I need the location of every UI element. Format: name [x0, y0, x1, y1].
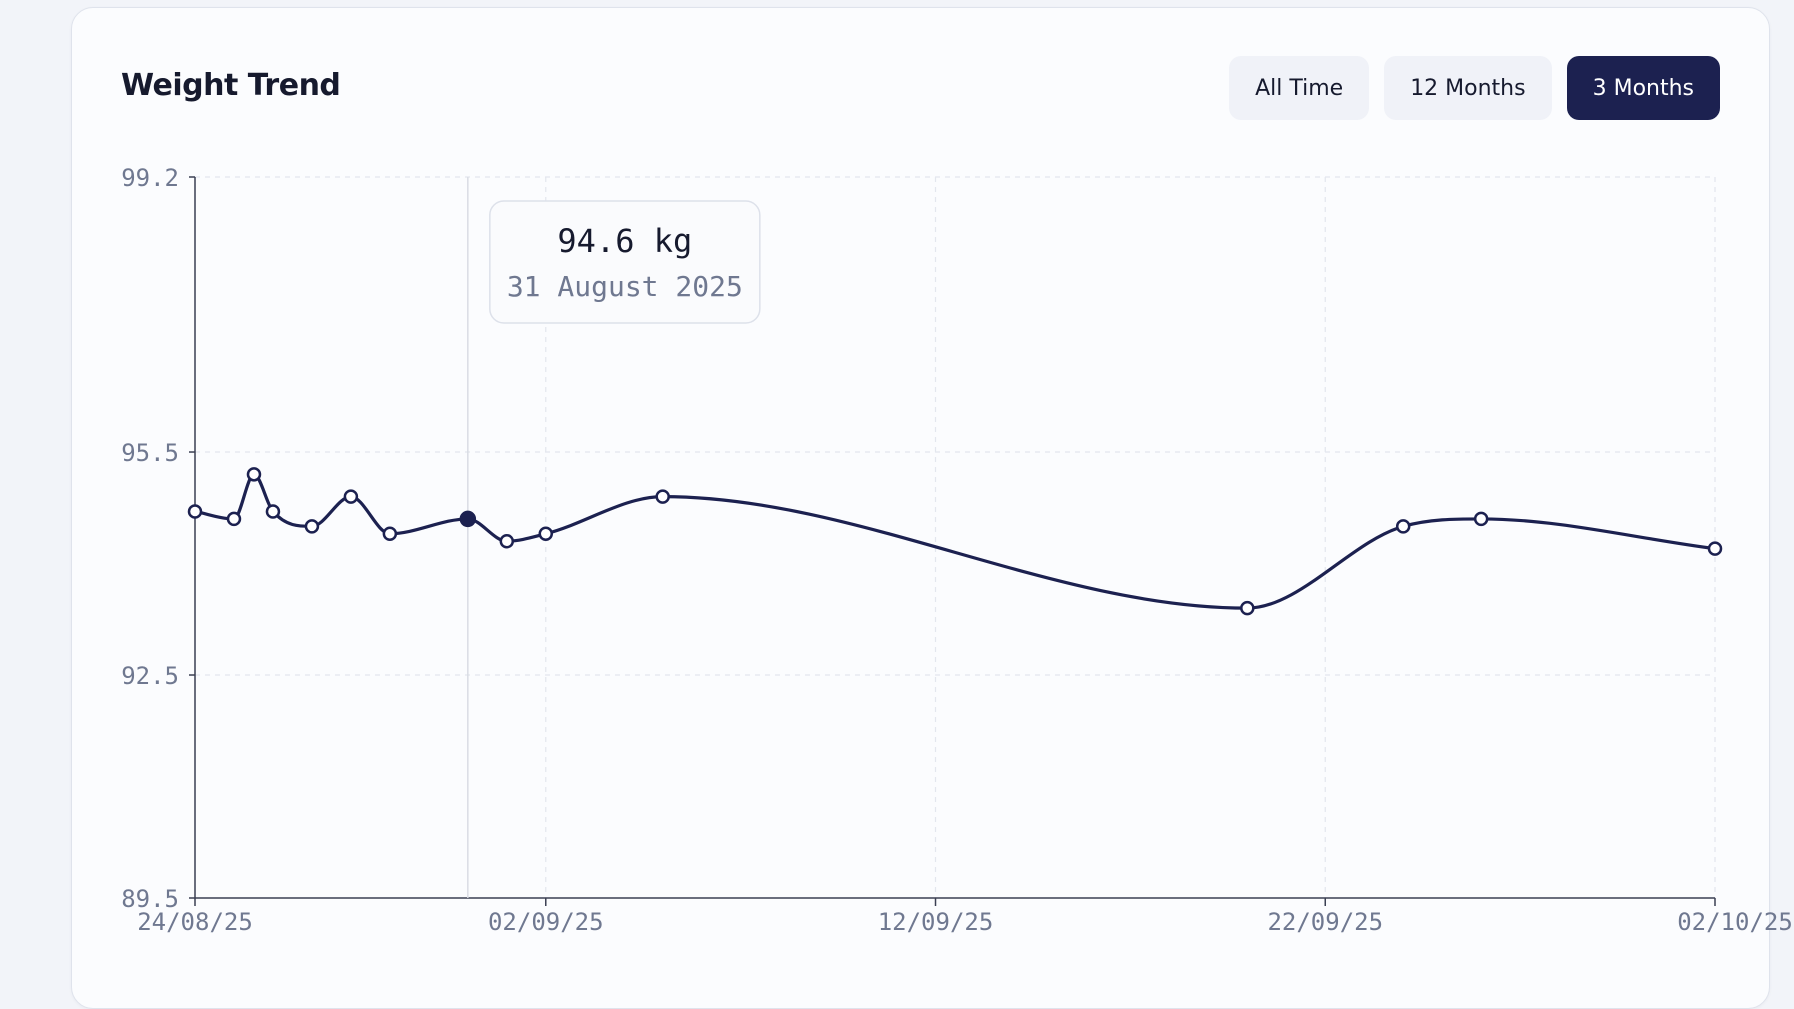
y-tick-label: 99.2 — [121, 164, 179, 192]
x-tick-label: 02/09/25 — [488, 908, 604, 936]
grid-lines — [195, 176, 1716, 898]
y-tick-label: 95.5 — [121, 439, 179, 467]
data-point[interactable] — [226, 511, 242, 527]
data-point[interactable] — [246, 467, 262, 482]
data-point[interactable] — [538, 526, 554, 542]
range-button-all-time[interactable]: All Time — [1229, 56, 1370, 120]
data-point[interactable] — [265, 504, 281, 519]
data-point[interactable] — [1395, 519, 1411, 534]
data-point[interactable] — [1240, 600, 1255, 616]
x-tick-label: 12/09/25 — [878, 908, 994, 936]
data-point[interactable] — [1707, 541, 1723, 556]
weight-line-chart: 99.2 95.5 92.5 89.524/08/25 02/09/25 12/09/25… — [121, 164, 1793, 936]
chart-tooltip: 94.6 kg 31 August 2025 — [489, 200, 761, 324]
series-weight — [187, 467, 1723, 616]
y-tick-label: 92.5 — [121, 662, 179, 690]
x-tick-label: 24/08/25 — [137, 908, 253, 936]
data-point[interactable] — [187, 504, 203, 519]
weight-trend-card: Weight Trend All Time 12 Months 3 Months — [71, 7, 1770, 1009]
x-tick-label: 22/09/25 — [1267, 908, 1383, 936]
data-point[interactable] — [382, 526, 398, 542]
data-point[interactable] — [499, 533, 515, 549]
data-point[interactable] — [343, 489, 359, 504]
range-button-3-months[interactable]: 3 Months — [1566, 56, 1720, 120]
tooltip-date: 31 August 2025 — [507, 270, 743, 303]
axes — [189, 176, 1716, 906]
x-tick-label: 02/10/25 — [1677, 908, 1793, 936]
tooltip-value: 94.6 kg — [557, 222, 692, 260]
card-title: Weight Trend — [121, 68, 341, 103]
series-line — [193, 472, 1717, 610]
data-point[interactable] — [304, 519, 320, 534]
data-point[interactable] — [655, 489, 670, 504]
data-point-active[interactable] — [459, 510, 477, 528]
data-point[interactable] — [1473, 511, 1489, 527]
range-selector: All Time 12 Months 3 Months — [1229, 56, 1720, 120]
tick-labels: 99.2 95.5 92.5 89.524/08/25 02/09/25 12/09/25… — [121, 164, 1793, 936]
range-button-12-months[interactable]: 12 Months — [1384, 56, 1552, 120]
y-tick-label: 89.5 — [121, 885, 179, 913]
tooltip-box — [489, 200, 761, 324]
